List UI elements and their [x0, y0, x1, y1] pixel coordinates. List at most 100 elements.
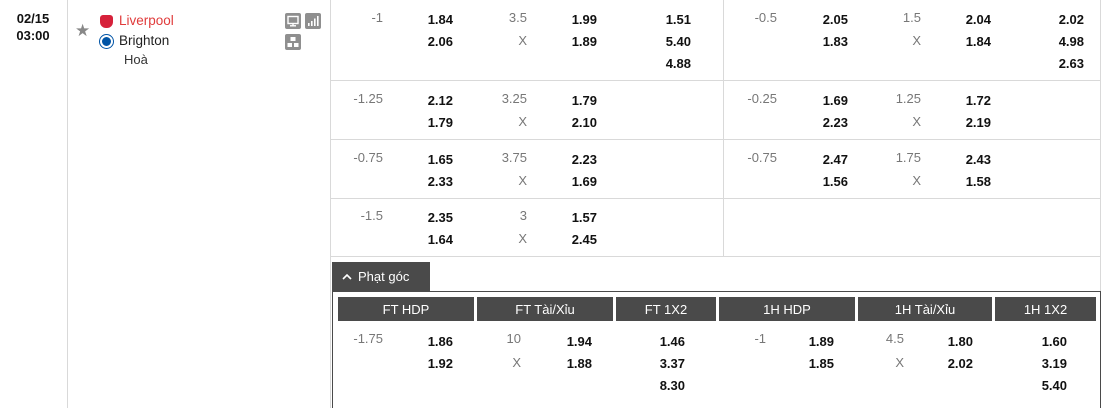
- ft-hdp-home-odd[interactable]: 1.84: [427, 12, 453, 27]
- ft-hdp-home-odd[interactable]: 2.35: [427, 210, 453, 225]
- match-time: 03:00: [16, 28, 50, 43]
- ft-hdp-line: -0.75: [353, 150, 383, 165]
- ft-hdp-line: -1: [371, 10, 383, 25]
- ft-ou-over-odd[interactable]: 1.57: [571, 210, 597, 225]
- divider: [331, 80, 1101, 81]
- ft-ou-over-odd[interactable]: 2.23: [571, 152, 597, 167]
- corner-1h-1x2-draw-odd[interactable]: 3.19: [1041, 356, 1067, 371]
- brighton-crest-icon: [100, 34, 113, 48]
- corner-1h-ou-over-odd[interactable]: 1.80: [947, 334, 973, 349]
- ft-hdp-line: -1.5: [360, 208, 383, 223]
- ft-1x2-draw-odd[interactable]: 5.40: [665, 34, 691, 49]
- header-1h-1x2: 1H 1X2: [995, 297, 1096, 321]
- match-date: 02/15: [16, 11, 50, 26]
- corner-1h-1x2-home-odd[interactable]: 1.60: [1041, 334, 1067, 349]
- divider: [67, 0, 68, 408]
- h1-ou-under-odd[interactable]: 1.84: [965, 34, 991, 49]
- corners-tab-label: Phạt góc: [358, 269, 410, 284]
- ft-ou-line: 3.25: [501, 91, 527, 106]
- corner-1h-ou-x: X: [895, 355, 904, 370]
- h1-ou-over-odd[interactable]: 1.72: [965, 93, 991, 108]
- h1-hdp-home-odd[interactable]: 1.69: [822, 93, 848, 108]
- ft-ou-over-odd[interactable]: 1.99: [571, 12, 597, 27]
- header-ft-ou: FT Tài/Xỉu: [477, 297, 613, 321]
- home-team-name: Liverpool: [119, 13, 174, 28]
- corner-ft-ou-under-odd[interactable]: 1.88: [566, 356, 592, 371]
- corner-ft-1x2-draw-odd[interactable]: 3.37: [659, 356, 685, 371]
- ft-ou-over-odd[interactable]: 1.79: [571, 93, 597, 108]
- corner-ft-ou-line: 10: [506, 331, 521, 346]
- divider: [331, 198, 1101, 199]
- ft-hdp-away-odd[interactable]: 1.64: [427, 232, 453, 247]
- h1-1x2-draw-odd[interactable]: 4.98: [1058, 34, 1084, 49]
- h1-hdp-away-odd[interactable]: 1.83: [822, 34, 848, 49]
- ft-hdp-line: -1.25: [353, 91, 383, 106]
- h1-ou-under-odd[interactable]: 1.58: [965, 174, 991, 189]
- chevron-up-icon: [342, 273, 352, 280]
- tv-icon[interactable]: [285, 13, 301, 29]
- lineup-icon[interactable]: [285, 34, 301, 50]
- ft-ou-under-odd[interactable]: 1.69: [571, 174, 597, 189]
- ft-ou-x: X: [518, 231, 527, 246]
- ft-ou-under-odd[interactable]: 2.45: [571, 232, 597, 247]
- star-icon[interactable]: ★: [75, 21, 91, 40]
- h1-ou-x: X: [912, 114, 921, 129]
- corner-ft-hdp-line: -1.75: [353, 331, 383, 346]
- ft-hdp-away-odd[interactable]: 2.06: [427, 34, 453, 49]
- h1-hdp-home-odd[interactable]: 2.47: [822, 152, 848, 167]
- divider: [330, 0, 331, 408]
- header-ft-1x2: FT 1X2: [616, 297, 716, 321]
- divider: [331, 139, 1101, 140]
- h1-ou-over-odd[interactable]: 2.04: [965, 12, 991, 27]
- corner-ft-1x2-away-odd[interactable]: 8.30: [659, 378, 685, 393]
- h1-hdp-line: -0.25: [747, 91, 777, 106]
- corner-ft-1x2-home-odd[interactable]: 1.46: [659, 334, 685, 349]
- header-1h-hdp: 1H HDP: [719, 297, 855, 321]
- ft-1x2-home-odd[interactable]: 1.51: [665, 12, 691, 27]
- divider: [331, 256, 1101, 257]
- h1-ou-x: X: [912, 173, 921, 188]
- h1-ou-line: 1.25: [895, 91, 921, 106]
- h1-ou-under-odd[interactable]: 2.19: [965, 115, 991, 130]
- h1-hdp-away-odd[interactable]: 2.23: [822, 115, 848, 130]
- ft-1x2-away-odd[interactable]: 4.88: [665, 56, 691, 71]
- stats-bars-icon[interactable]: [305, 13, 321, 29]
- away-team[interactable]: Brighton: [100, 32, 169, 50]
- ft-hdp-home-odd[interactable]: 1.65: [427, 152, 453, 167]
- corner-1h-ou-under-odd[interactable]: 2.02: [947, 356, 973, 371]
- corner-1h-1x2-away-odd[interactable]: 5.40: [1041, 378, 1067, 393]
- corner-1h-hdp-line: -1: [754, 331, 766, 346]
- ft-ou-under-odd[interactable]: 2.10: [571, 115, 597, 130]
- match-datetime: 02/15 03:00: [0, 10, 66, 44]
- divider: [723, 0, 724, 256]
- corners-tab[interactable]: Phạt góc: [332, 262, 430, 291]
- ft-ou-line: 3.75: [501, 150, 527, 165]
- ft-ou-x: X: [518, 173, 527, 188]
- ft-hdp-home-odd[interactable]: 2.12: [427, 93, 453, 108]
- h1-ou-line: 1.5: [902, 10, 921, 25]
- ft-hdp-away-odd[interactable]: 2.33: [427, 174, 453, 189]
- corner-1h-hdp-home-odd[interactable]: 1.89: [808, 334, 834, 349]
- header-ft-hdp: FT HDP: [338, 297, 474, 321]
- h1-hdp-home-odd[interactable]: 2.05: [822, 12, 848, 27]
- corner-ft-ou-over-odd[interactable]: 1.94: [566, 334, 592, 349]
- ft-ou-x: X: [518, 114, 527, 129]
- ft-ou-line: 3: [519, 208, 527, 223]
- ft-ou-x: X: [518, 33, 527, 48]
- h1-ou-over-odd[interactable]: 2.43: [965, 152, 991, 167]
- h1-1x2-away-odd[interactable]: 2.63: [1058, 56, 1084, 71]
- corner-ft-hdp-away-odd[interactable]: 1.92: [427, 356, 453, 371]
- header-1h-ou: 1H Tài/Xỉu: [858, 297, 992, 321]
- h1-hdp-line: -0.5: [754, 10, 777, 25]
- ft-hdp-away-odd[interactable]: 1.79: [427, 115, 453, 130]
- ft-ou-line: 3.5: [508, 10, 527, 25]
- corner-1h-hdp-away-odd[interactable]: 1.85: [808, 356, 834, 371]
- home-team[interactable]: Liverpool: [100, 12, 174, 30]
- ft-ou-under-odd[interactable]: 1.89: [571, 34, 597, 49]
- corner-1h-ou-line: 4.5: [885, 331, 904, 346]
- draw-label: Hoà: [124, 52, 148, 67]
- corner-ft-hdp-home-odd[interactable]: 1.86: [427, 334, 453, 349]
- h1-1x2-home-odd[interactable]: 2.02: [1058, 12, 1084, 27]
- h1-hdp-away-odd[interactable]: 1.56: [822, 174, 848, 189]
- away-team-name: Brighton: [119, 33, 170, 48]
